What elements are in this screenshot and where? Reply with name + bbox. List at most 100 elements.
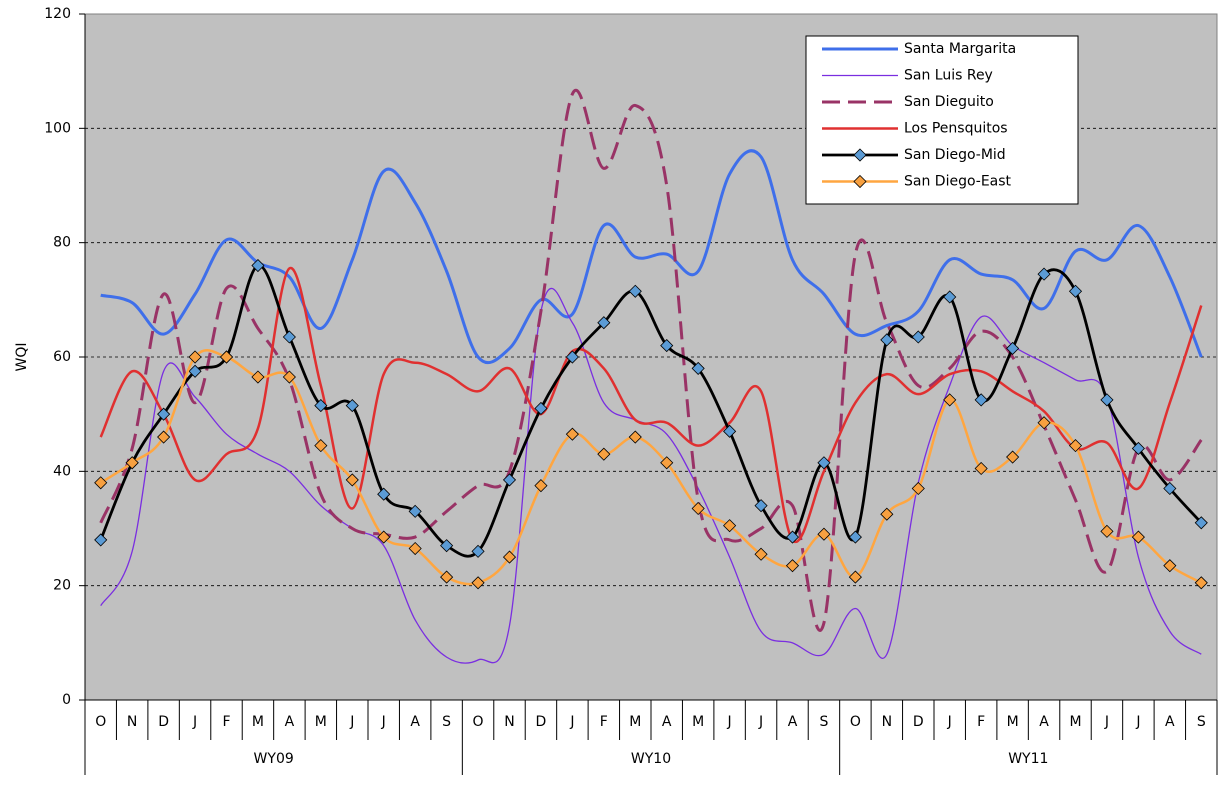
series-line bbox=[99, 267, 1203, 544]
data-point bbox=[251, 258, 265, 273]
x-tick-label: J bbox=[569, 714, 574, 730]
data-point bbox=[1194, 516, 1208, 530]
data-point bbox=[628, 284, 642, 298]
x-tick-label: A bbox=[410, 714, 420, 730]
x-tick-label: J bbox=[758, 714, 763, 730]
data-point bbox=[1006, 450, 1020, 464]
data-point bbox=[1037, 267, 1051, 281]
data-point bbox=[1068, 284, 1083, 298]
data-point bbox=[157, 407, 171, 421]
data-point bbox=[1100, 524, 1114, 538]
data-point bbox=[943, 290, 957, 304]
data-point bbox=[1100, 393, 1114, 407]
data-point bbox=[911, 330, 925, 344]
x-tick-label: N bbox=[504, 714, 514, 730]
data-point bbox=[723, 424, 737, 438]
data-point bbox=[534, 479, 548, 493]
data-point bbox=[94, 533, 108, 547]
data-point bbox=[502, 473, 517, 487]
x-tick-label: A bbox=[1165, 714, 1175, 730]
data-point bbox=[785, 559, 800, 573]
x-tick-label: M bbox=[1069, 714, 1081, 730]
x-tick-label: D bbox=[158, 714, 169, 730]
x-tick-label: D bbox=[536, 714, 547, 730]
data-point bbox=[440, 539, 454, 553]
y-tick-label: 0 bbox=[62, 692, 71, 708]
x-tick-label: M bbox=[315, 714, 327, 730]
data-point bbox=[848, 570, 862, 584]
x-tick-label: J bbox=[1104, 714, 1109, 730]
data-point bbox=[471, 576, 485, 590]
data-point bbox=[565, 427, 579, 441]
group-label: WY10 bbox=[631, 751, 671, 767]
data-point bbox=[754, 547, 768, 561]
x-tick-label: J bbox=[192, 714, 197, 730]
legend-label: Los Pensquitos bbox=[904, 121, 1008, 137]
data-point bbox=[377, 487, 391, 501]
data-point bbox=[377, 530, 391, 544]
x-tick-label: M bbox=[252, 714, 264, 730]
data-point bbox=[314, 399, 328, 413]
data-point bbox=[723, 519, 737, 533]
x-tick-label: A bbox=[1039, 714, 1049, 730]
data-point bbox=[660, 456, 674, 470]
y-tick-label: 100 bbox=[44, 120, 71, 136]
data-point bbox=[94, 476, 108, 490]
y-tick-label: 20 bbox=[53, 578, 71, 594]
data-point bbox=[1194, 576, 1208, 590]
data-point bbox=[282, 330, 296, 344]
data-point bbox=[880, 333, 894, 347]
data-point bbox=[440, 570, 454, 584]
legend: Santa Margarita San Luis Rey San Dieguito L… bbox=[805, 35, 1079, 205]
data-point bbox=[911, 481, 925, 496]
data-point bbox=[974, 393, 988, 407]
data-point bbox=[817, 527, 831, 541]
data-point bbox=[974, 461, 988, 476]
data-point bbox=[219, 350, 234, 364]
y-tick-label: 120 bbox=[44, 6, 71, 22]
group-label: WY09 bbox=[254, 751, 294, 767]
data-point bbox=[1006, 341, 1020, 355]
data-point bbox=[502, 550, 517, 564]
legend-label: Santa Margarita bbox=[904, 41, 1016, 57]
data-point bbox=[188, 364, 202, 378]
data-point bbox=[660, 339, 674, 353]
data-point bbox=[597, 447, 611, 461]
x-tick-label: J bbox=[727, 714, 732, 730]
x-tick-label: M bbox=[692, 714, 704, 730]
legend-label: San Diego-East bbox=[904, 174, 1012, 190]
x-tick-label: S bbox=[1197, 714, 1206, 730]
legend-label: San Dieguito bbox=[904, 94, 994, 110]
data-point bbox=[408, 504, 422, 518]
data-point bbox=[188, 350, 202, 364]
y-tick-label: 60 bbox=[53, 349, 71, 365]
legend-marker bbox=[853, 148, 867, 162]
legend-box bbox=[805, 35, 1079, 205]
data-point bbox=[880, 507, 894, 521]
data-point bbox=[345, 473, 359, 487]
data-point bbox=[628, 430, 642, 444]
series-line bbox=[99, 88, 1203, 632]
legend-label: San Luis Rey bbox=[904, 68, 993, 84]
data-point bbox=[1131, 441, 1145, 456]
data-point bbox=[157, 430, 171, 444]
x-tick-label: M bbox=[629, 714, 641, 730]
data-point bbox=[282, 370, 296, 384]
data-point bbox=[848, 530, 862, 544]
data-point bbox=[1131, 530, 1145, 544]
x-tick-label: A bbox=[662, 714, 672, 730]
data-point bbox=[251, 370, 265, 384]
x-tick-label: A bbox=[285, 714, 295, 730]
legend-marker bbox=[853, 174, 867, 189]
x-tick-label: D bbox=[913, 714, 924, 730]
data-point bbox=[1037, 416, 1051, 430]
x-tick-label: O bbox=[850, 714, 861, 730]
data-point bbox=[785, 530, 800, 544]
x-tick-label: J bbox=[947, 714, 952, 730]
x-tick-label: S bbox=[819, 714, 828, 730]
data-point bbox=[1163, 559, 1177, 573]
x-tick-label: F bbox=[600, 714, 608, 730]
data-point bbox=[345, 399, 359, 413]
data-point bbox=[754, 499, 768, 513]
